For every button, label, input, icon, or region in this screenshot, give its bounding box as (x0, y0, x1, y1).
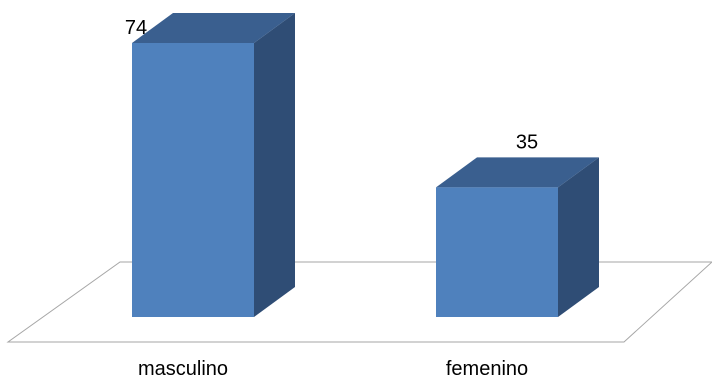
value-label-masculino: 74 (125, 17, 147, 39)
bar-masculino (132, 13, 295, 317)
bar-femenino (436, 157, 599, 317)
bar-side-face (558, 157, 599, 317)
bar-top-face (132, 13, 295, 43)
category-label-masculino: masculino (138, 358, 228, 377)
chart-floor (6, 261, 712, 343)
bar-top-face (436, 157, 599, 188)
bar-side-face (254, 13, 295, 317)
value-label-femenino: 35 (516, 131, 538, 153)
bars-group: 74 35 (125, 13, 599, 317)
category-label-femenino: femenino (446, 358, 528, 377)
bar-front-face (132, 43, 254, 317)
category-labels: masculino femenino (138, 358, 528, 377)
bar-front-face (436, 187, 558, 317)
